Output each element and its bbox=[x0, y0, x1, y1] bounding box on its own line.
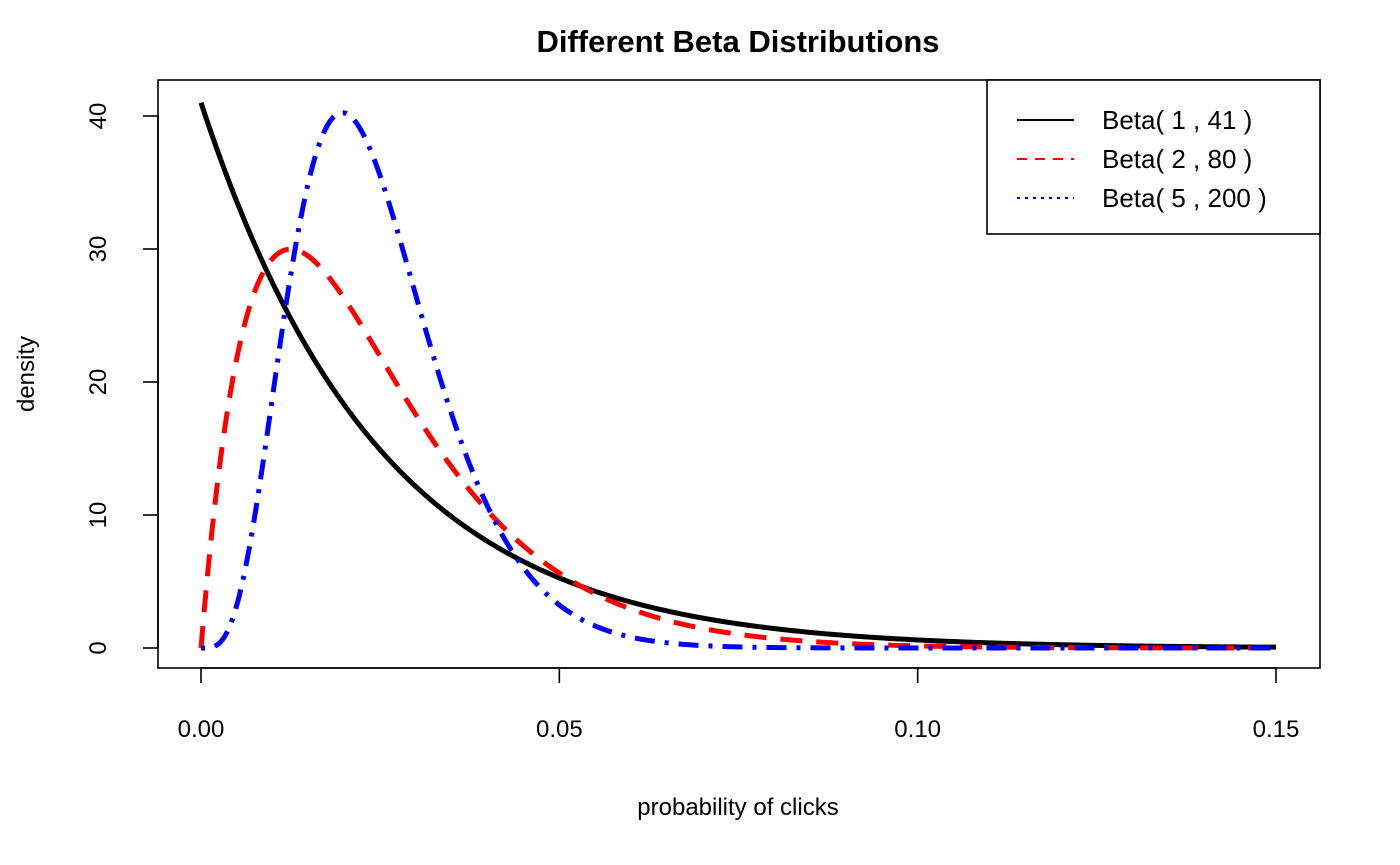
legend-label: Beta( 2 , 80 ) bbox=[1102, 144, 1252, 174]
x-tick-label: 0.00 bbox=[178, 716, 225, 743]
x-tick-label: 0.10 bbox=[894, 716, 941, 743]
legend: Beta( 1 , 41 ) Beta( 2 , 80 ) Beta( 5 , 20… bbox=[986, 79, 1321, 235]
legend-label: Beta( 5 , 200 ) bbox=[1102, 183, 1267, 213]
legend-box bbox=[986, 79, 1321, 235]
chart-title: Different Beta Distributions bbox=[536, 24, 939, 59]
x-axis-label: probability of clicks bbox=[637, 794, 838, 821]
series-line-2-80 bbox=[198, 246, 1277, 651]
y-tick-label: 10 bbox=[85, 502, 112, 529]
y-axis: 0 10 20 30 40 bbox=[85, 103, 159, 655]
y-tick-label: 30 bbox=[85, 236, 112, 263]
legend-label: Beta( 1 , 41 ) bbox=[1102, 105, 1252, 135]
y-tick-label: 40 bbox=[85, 103, 112, 130]
y-tick-label: 0 bbox=[85, 641, 112, 654]
series-line-5-200 bbox=[201, 110, 1276, 651]
x-tick-label: 0.05 bbox=[536, 716, 583, 743]
y-axis-label: density bbox=[13, 336, 40, 412]
x-axis: 0.00 0.05 0.10 0.15 bbox=[178, 667, 1300, 743]
series-layer bbox=[198, 101, 1277, 651]
y-tick-label: 20 bbox=[85, 369, 112, 396]
x-tick-label: 0.15 bbox=[1253, 716, 1300, 743]
series-line-1-41 bbox=[198, 101, 1277, 650]
